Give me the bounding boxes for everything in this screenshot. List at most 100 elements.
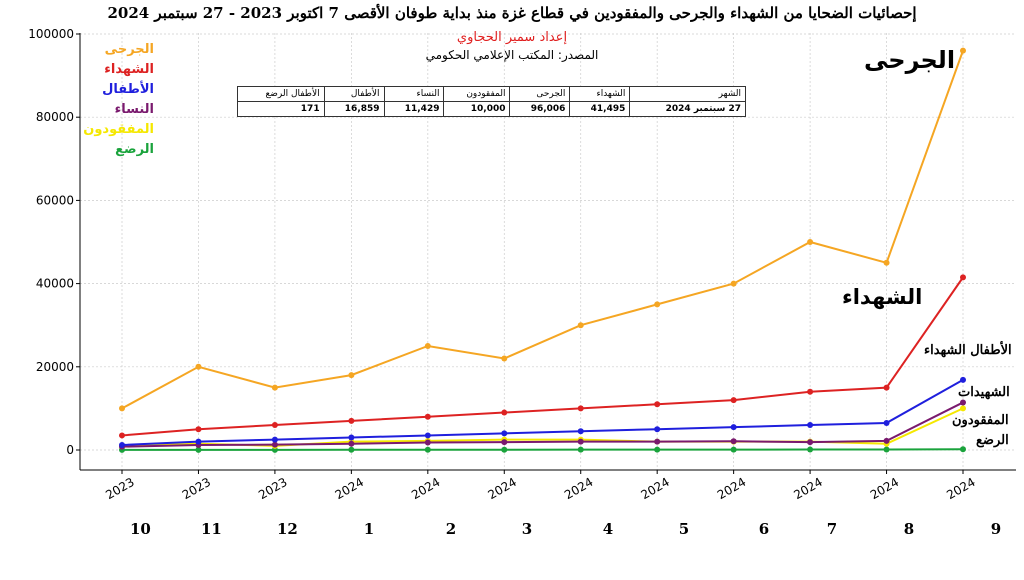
summary-header-cell: الجرحى xyxy=(509,86,571,102)
series-line-3 xyxy=(121,401,964,448)
x-tick-label: 2024 xyxy=(715,475,748,502)
summary-header-cell: الأطفال الرضع xyxy=(237,86,325,102)
summary-header-cell: الشهداء xyxy=(569,86,631,102)
data-point xyxy=(501,430,508,437)
data-point xyxy=(960,405,966,412)
month-number-label: 7 xyxy=(826,520,838,538)
series-line-2 xyxy=(121,378,964,447)
summary-cell: 11,429 xyxy=(383,101,445,117)
legend-children: الأطفال xyxy=(102,82,154,97)
data-point xyxy=(960,376,966,383)
month-number-label: 8 xyxy=(903,520,915,538)
data-point xyxy=(654,446,661,453)
x-tick-label: 2024 xyxy=(486,475,519,502)
x-tick-label: 2024 xyxy=(333,475,366,502)
data-point xyxy=(883,437,890,444)
y-tick-label: 20000 xyxy=(36,360,74,374)
summary-cell: 10,000 xyxy=(443,101,511,117)
data-point xyxy=(730,424,737,431)
summary-table: الشهر الشهداء الجرحى المفقودون النساء ال… xyxy=(237,86,746,117)
data-point xyxy=(807,422,814,429)
annotation-female-martyrs: الشهيدات xyxy=(958,385,1010,400)
y-tick-label: 80000 xyxy=(36,110,74,124)
data-point xyxy=(195,363,202,370)
data-point xyxy=(348,446,355,453)
summary-cell: 171 xyxy=(237,101,325,117)
month-number-label: 9 xyxy=(990,520,1002,538)
data-point xyxy=(960,399,966,406)
month-number-label: 5 xyxy=(678,520,690,538)
summary-header-cell: النساء xyxy=(383,86,445,102)
series-line-5 xyxy=(121,448,964,451)
data-point xyxy=(119,405,125,412)
data-point xyxy=(960,47,966,54)
data-point xyxy=(807,239,814,245)
y-tick-label: 100000 xyxy=(28,27,74,41)
x-tick-label: 2024 xyxy=(409,475,442,502)
legend-injured: الجرحى xyxy=(104,42,154,57)
data-point xyxy=(501,355,508,362)
data-point xyxy=(654,426,661,433)
summary-header-row: الشهر الشهداء الجرحى المفقودون النساء ال… xyxy=(237,86,746,102)
month-number-label: 1 xyxy=(363,520,375,538)
data-point xyxy=(424,413,431,420)
data-point xyxy=(501,439,508,446)
summary-cell: 41,495 xyxy=(569,101,631,117)
data-point xyxy=(119,442,125,449)
x-tick-label: 2023 xyxy=(256,475,289,502)
y-tick-label: 40000 xyxy=(36,277,74,291)
y-tick-label: 60000 xyxy=(36,193,74,207)
month-number-label: 12 xyxy=(277,520,298,538)
legend-martyrs: الشهداء xyxy=(104,62,154,77)
data-point xyxy=(424,343,431,349)
summary-data-row: 27 سبتمبر 2024 41,495 96,006 10,000 11,4… xyxy=(237,101,746,117)
data-point xyxy=(501,446,508,453)
data-point xyxy=(577,428,584,435)
data-point xyxy=(195,446,202,453)
data-point xyxy=(807,439,814,446)
x-tick-label: 2024 xyxy=(562,475,595,502)
data-point xyxy=(960,446,966,453)
month-number-label: 11 xyxy=(201,520,222,538)
data-point xyxy=(960,274,966,281)
data-point xyxy=(654,438,661,445)
legend-infants: الرضع xyxy=(115,142,154,157)
annotation-infants: الرضع xyxy=(976,433,1009,448)
data-point xyxy=(654,401,661,408)
data-point xyxy=(577,438,584,445)
series-line-1 xyxy=(121,276,964,437)
data-point xyxy=(271,422,278,429)
data-point xyxy=(807,446,814,453)
summary-cell: 27 سبتمبر 2024 xyxy=(629,101,746,117)
data-point xyxy=(348,372,355,379)
summary-header-cell: الأطفال xyxy=(323,86,385,102)
data-point xyxy=(577,446,584,453)
data-point xyxy=(883,384,890,391)
data-point xyxy=(730,397,737,404)
y-axis-ticks: 0 20000 40000 60000 80000 100000 xyxy=(28,27,80,457)
month-number-label: 2 xyxy=(445,520,457,538)
data-point xyxy=(271,436,278,443)
data-point xyxy=(577,322,584,329)
data-point xyxy=(807,388,814,395)
y-tick-label: 0 xyxy=(66,443,74,457)
data-point xyxy=(424,439,431,446)
x-tick-label: 2024 xyxy=(791,475,824,502)
legend-women: النساء xyxy=(114,102,154,117)
annotation-injured: الجرحى xyxy=(864,46,956,74)
data-point xyxy=(348,434,355,441)
data-point xyxy=(348,440,355,447)
month-number-label: 10 xyxy=(130,520,151,538)
data-point xyxy=(348,417,355,424)
data-point xyxy=(195,438,202,445)
month-number-label: 3 xyxy=(521,520,533,538)
data-point xyxy=(119,432,125,439)
data-point xyxy=(424,432,431,439)
x-tick-label: 2024 xyxy=(868,475,901,502)
data-point xyxy=(424,446,431,453)
data-point xyxy=(195,426,202,433)
summary-header-cell: الشهر xyxy=(629,86,746,102)
annotation-missing: المفقودون xyxy=(952,413,1009,428)
data-point xyxy=(730,446,737,453)
